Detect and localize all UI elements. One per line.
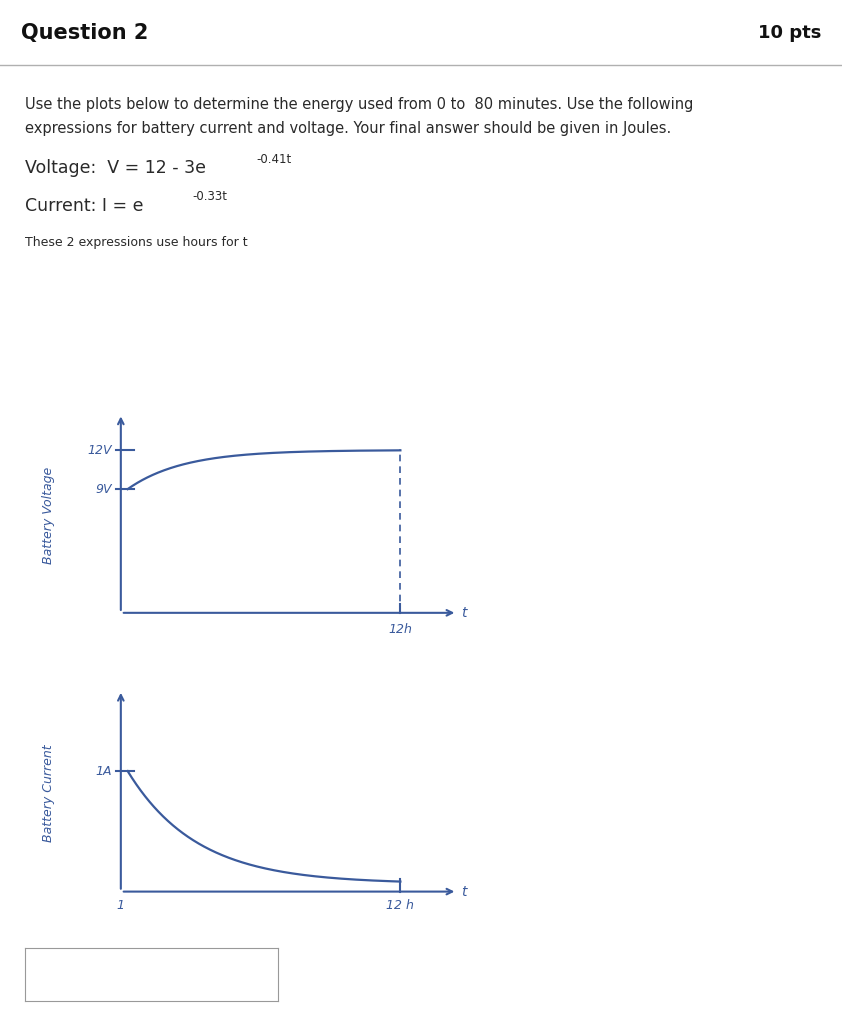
Text: 1: 1 (117, 899, 125, 912)
Text: -0.41t: -0.41t (257, 153, 292, 166)
Text: 9V: 9V (95, 482, 112, 496)
Text: These 2 expressions use hours for t: These 2 expressions use hours for t (25, 236, 248, 249)
Text: 1A: 1A (95, 765, 112, 777)
Text: 12 h: 12 h (386, 899, 414, 912)
Text: Battery Current: Battery Current (41, 744, 55, 843)
Text: Voltage:  V = 12 - 3e: Voltage: V = 12 - 3e (25, 159, 206, 177)
Text: 10 pts: 10 pts (758, 25, 821, 42)
Text: Question 2: Question 2 (21, 24, 148, 43)
Text: expressions for battery current and voltage. Your final answer should be given i: expressions for battery current and volt… (25, 121, 672, 136)
Text: Battery Voltage: Battery Voltage (41, 467, 55, 564)
Text: -0.33t: -0.33t (192, 190, 227, 204)
Text: Use the plots below to determine the energy used from 0 to  80 minutes. Use the : Use the plots below to determine the ene… (25, 97, 694, 113)
Text: Current: I = e: Current: I = e (25, 197, 144, 215)
Text: 12h: 12h (388, 624, 413, 636)
Text: 12V: 12V (88, 443, 112, 457)
Text: t: t (461, 885, 466, 899)
Text: t: t (461, 606, 466, 620)
